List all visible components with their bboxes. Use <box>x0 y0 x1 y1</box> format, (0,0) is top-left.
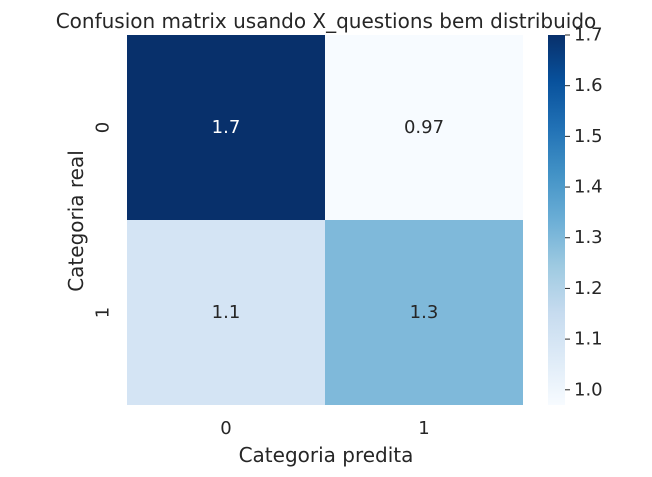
cell-value-label: 1.3 <box>410 302 439 323</box>
x-axis-label: Categoria predita <box>239 443 414 467</box>
cell-value-label: 0.97 <box>404 117 444 138</box>
y-axis-ticks: 01 <box>93 122 114 318</box>
y-tick-label: 0 <box>93 122 114 133</box>
x-tick-label: 0 <box>220 418 231 439</box>
y-axis-label: Categoria real <box>64 150 88 292</box>
heatmap-cell <box>325 220 523 405</box>
colorbar-tick-label: 1.7 <box>574 25 603 46</box>
y-tick-label: 1 <box>93 307 114 318</box>
colorbar-tick-label: 1.1 <box>574 329 603 350</box>
colorbar-tick-label: 1.0 <box>574 379 603 400</box>
x-tick-label: 1 <box>418 418 429 439</box>
heatmap-cell <box>325 35 523 220</box>
heatmap-cells <box>127 35 523 405</box>
colorbar <box>548 35 565 405</box>
colorbar-tick-label: 1.6 <box>574 75 603 96</box>
heatmap-cell-labels: 1.7 0.97 1.1 1.3 <box>212 117 444 323</box>
colorbar-tick-label: 1.4 <box>574 177 603 198</box>
heatmap-cell <box>127 220 325 405</box>
colorbar-tick-label: 1.3 <box>574 227 603 248</box>
colorbar-tick-label: 1.5 <box>574 126 603 147</box>
colorbar-ticks: 1.0 1.1 1.2 1.3 1.4 1.5 1.6 1.7 <box>565 25 603 400</box>
heatmap-cell <box>127 35 325 220</box>
chart-title: Confusion matrix usando X_questions bem … <box>56 9 597 33</box>
colorbar-tick-label: 1.2 <box>574 278 603 299</box>
cell-value-label: 1.7 <box>212 117 241 138</box>
cell-value-label: 1.1 <box>212 302 241 323</box>
